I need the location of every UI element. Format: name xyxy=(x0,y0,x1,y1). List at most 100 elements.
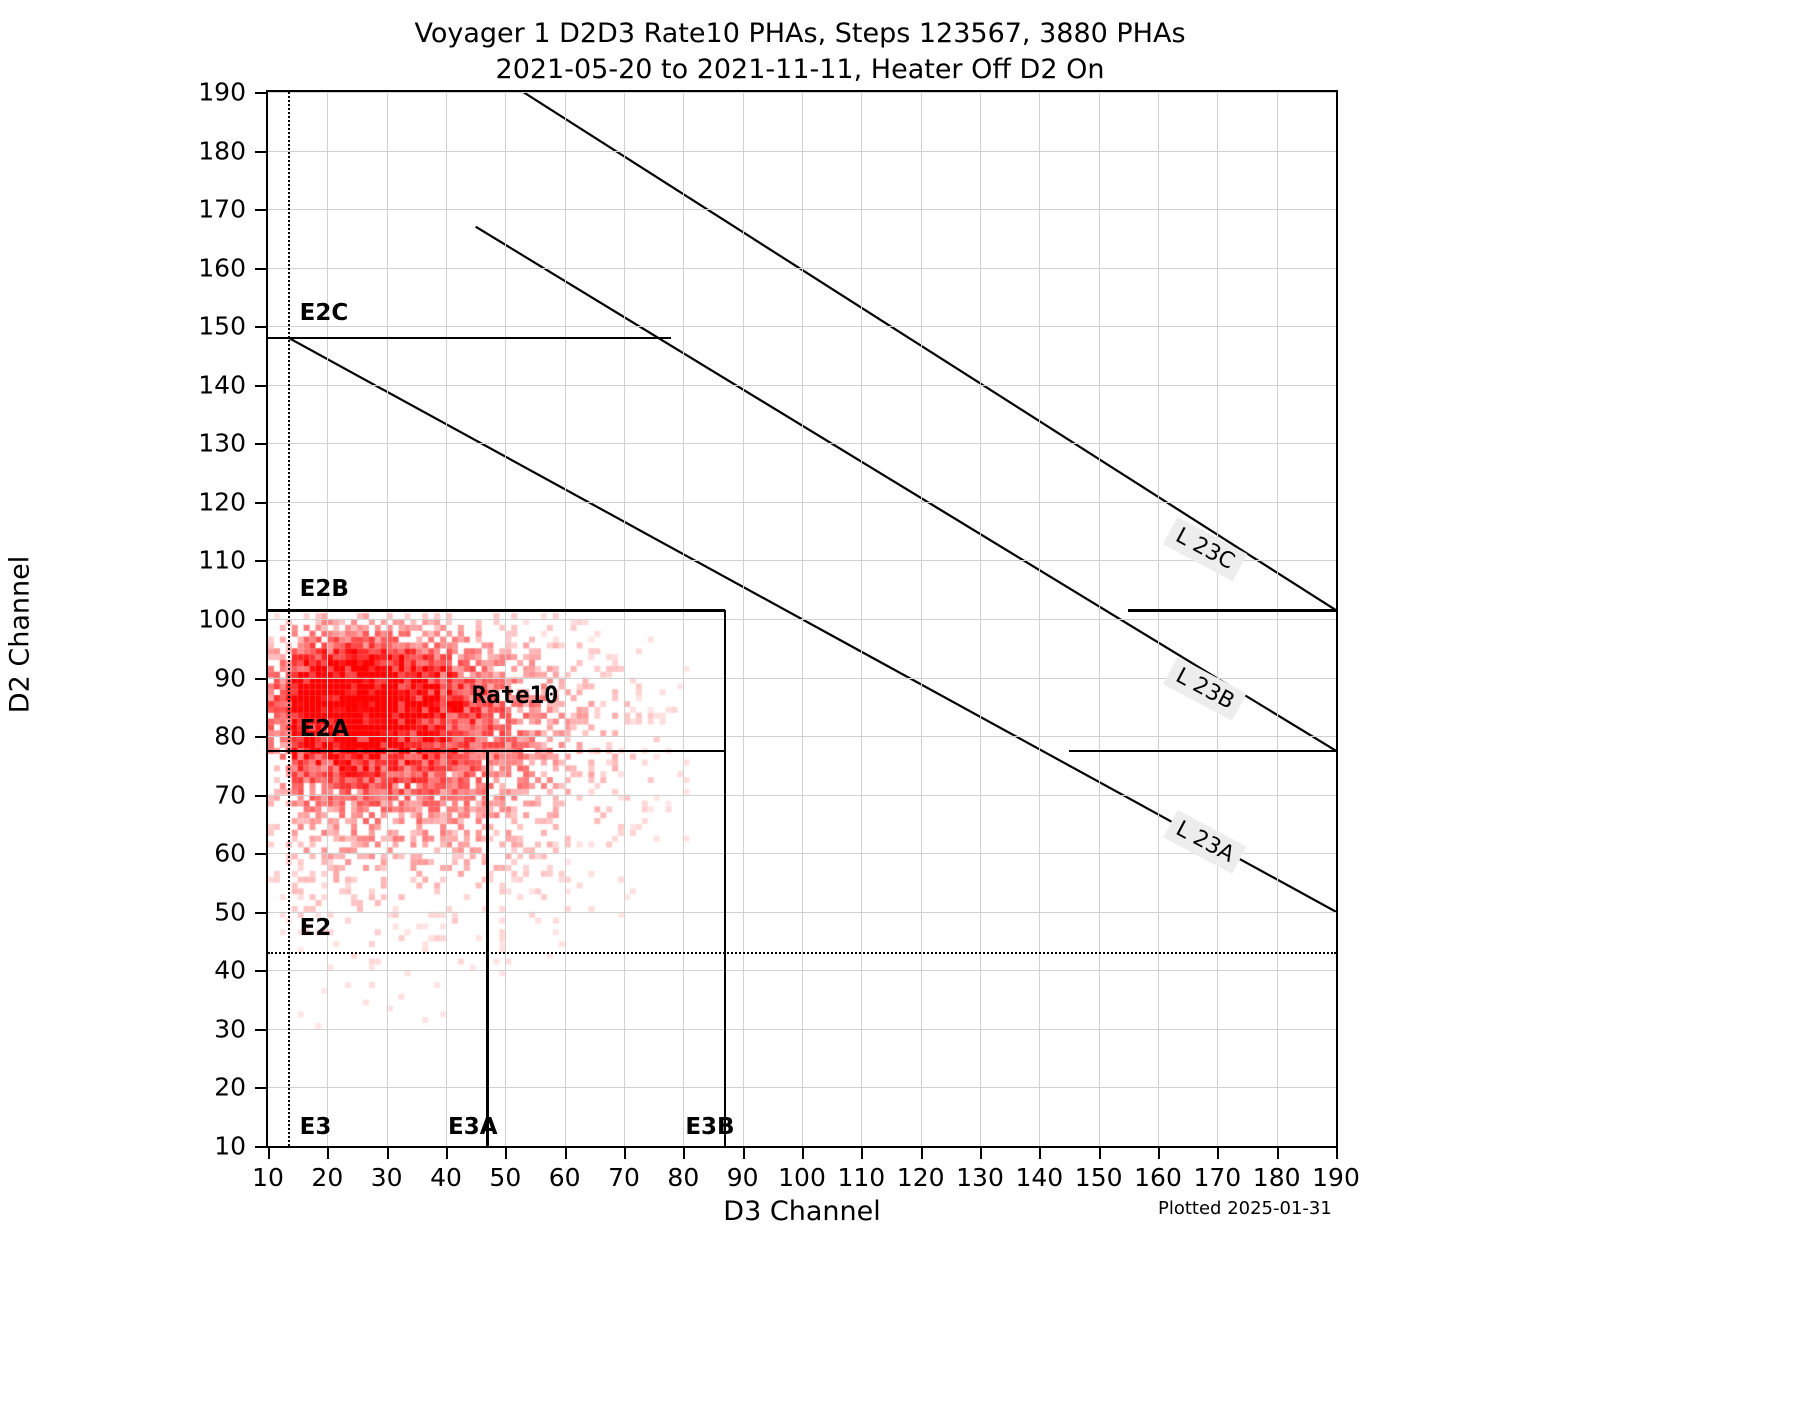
gridline-horizontal xyxy=(268,677,1336,679)
x-tick xyxy=(505,1148,508,1159)
y-tick xyxy=(255,736,266,739)
y-tick-label: 180 xyxy=(198,136,246,166)
y-tick xyxy=(255,677,266,680)
boundary-line-e3a xyxy=(486,750,489,1146)
x-tick-label: 130 xyxy=(956,1163,1004,1192)
x-tick-label: 30 xyxy=(370,1163,403,1192)
y-tick-label: 160 xyxy=(198,253,246,283)
region-label-e2c: E2C xyxy=(299,300,349,327)
y-tick xyxy=(255,267,266,270)
title-line-1: Voyager 1 D2D3 Rate10 PHAs, Steps 123567… xyxy=(414,18,1186,49)
diagonal-line-l23c xyxy=(522,92,1336,612)
boundary-line-e2b-right xyxy=(1128,609,1336,612)
gridline-horizontal xyxy=(268,384,1336,386)
x-tick xyxy=(268,1148,270,1159)
boundary-line-e2 xyxy=(268,951,1336,954)
y-tick xyxy=(255,853,266,856)
gridline-horizontal xyxy=(268,1087,1336,1089)
region-label-e2b: E2B xyxy=(299,575,349,602)
x-axis-title: D3 Channel xyxy=(723,1196,881,1227)
y-tick xyxy=(255,1087,266,1090)
y-tick-label: 90 xyxy=(214,663,246,693)
gridline-horizontal xyxy=(268,267,1336,269)
gridline-horizontal xyxy=(268,326,1336,328)
y-tick-label: 80 xyxy=(214,721,246,751)
x-tick-label: 10 xyxy=(252,1163,284,1192)
region-label-e2: E2 xyxy=(299,915,332,942)
y-tick-label: 50 xyxy=(214,897,246,927)
plot-inner: E2C E2B E2A E2 E3 E3A E3B Rate10 L 23C L 23B L 23A xyxy=(268,92,1336,1146)
y-tick-label: 20 xyxy=(214,1072,246,1102)
x-tick xyxy=(564,1148,567,1159)
x-tick-label: 60 xyxy=(548,1163,581,1192)
y-tick xyxy=(255,794,266,797)
diagonal-lines-layer xyxy=(288,92,1336,913)
x-tick xyxy=(386,1148,389,1159)
x-tick xyxy=(980,1148,982,1159)
x-tick-label: 20 xyxy=(311,1163,344,1192)
gridline-horizontal xyxy=(268,209,1336,211)
boundary-line-e2a-right xyxy=(1069,749,1336,753)
gridline-horizontal xyxy=(268,92,1336,93)
x-tick xyxy=(742,1148,745,1159)
region-label-e3: E3 xyxy=(299,1114,332,1141)
gridline-horizontal xyxy=(268,970,1336,972)
plot-area: E2C E2B E2A E2 E3 E3A E3B Rate10 L 23C L 23B L 23A xyxy=(266,90,1338,1148)
x-tick xyxy=(1217,1148,1220,1159)
x-tick xyxy=(1276,1148,1279,1159)
y-tick-label: 120 xyxy=(198,487,246,517)
y-tick-label: 60 xyxy=(214,838,246,868)
y-tick-label: 30 xyxy=(214,1014,246,1044)
region-label-e3a: E3A xyxy=(448,1114,498,1141)
x-tick-label: 50 xyxy=(489,1163,522,1192)
gridline-horizontal xyxy=(268,853,1336,855)
y-tick-label: 150 xyxy=(198,311,246,341)
x-tick-label: 140 xyxy=(1015,1163,1064,1192)
y-tick xyxy=(255,326,266,329)
y-tick xyxy=(255,1146,266,1148)
x-tick-label: 40 xyxy=(430,1163,462,1192)
y-tick xyxy=(255,209,266,212)
boundary-line-e2b xyxy=(268,609,725,612)
x-tick-label: 90 xyxy=(726,1163,759,1192)
boundary-line-e3 xyxy=(287,92,290,1146)
boundary-line-e2c xyxy=(268,336,672,340)
gridline-horizontal xyxy=(268,794,1336,796)
gridline-horizontal xyxy=(268,736,1336,738)
x-tick-label: 110 xyxy=(837,1163,886,1192)
plotted-date: Plotted 2025-01-31 xyxy=(1158,1198,1332,1219)
y-tick xyxy=(255,970,266,973)
y-tick xyxy=(255,911,266,914)
y-tick-label: 170 xyxy=(198,194,246,224)
y-tick xyxy=(255,384,266,387)
y-tick xyxy=(255,501,266,504)
gridline-horizontal xyxy=(268,150,1336,152)
y-tick xyxy=(255,150,266,153)
x-tick-label: 190 xyxy=(1312,1163,1360,1192)
x-tick-label: 160 xyxy=(1134,1163,1182,1192)
x-tick-label: 180 xyxy=(1252,1163,1301,1192)
x-tick xyxy=(1039,1148,1042,1159)
y-tick xyxy=(255,560,266,563)
gridline-horizontal xyxy=(268,501,1336,503)
x-tick xyxy=(920,1148,923,1159)
x-tick-label: 170 xyxy=(1193,1163,1242,1192)
y-tick-label: 70 xyxy=(214,780,246,810)
y-tick-label: 130 xyxy=(198,428,246,458)
x-tick-label: 80 xyxy=(667,1163,700,1192)
x-tick xyxy=(624,1148,626,1159)
diagonal-line-l23a xyxy=(288,336,1336,913)
region-label-rate10: Rate10 xyxy=(471,680,559,709)
region-label-e2a: E2A xyxy=(299,716,350,743)
diagonal-line-l23b xyxy=(475,225,1336,752)
x-tick xyxy=(1098,1148,1101,1159)
gridline-horizontal xyxy=(268,911,1336,913)
title-line-2: 2021-05-20 to 2021-11-11, Heater Off D2 … xyxy=(495,54,1105,86)
gridline-horizontal xyxy=(268,1028,1336,1030)
x-tick-label: 120 xyxy=(896,1163,945,1192)
y-tick-label: 10 xyxy=(214,1131,246,1161)
x-tick-label: 70 xyxy=(608,1163,640,1192)
y-tick-label: 110 xyxy=(198,545,246,575)
x-tick xyxy=(1158,1148,1160,1159)
